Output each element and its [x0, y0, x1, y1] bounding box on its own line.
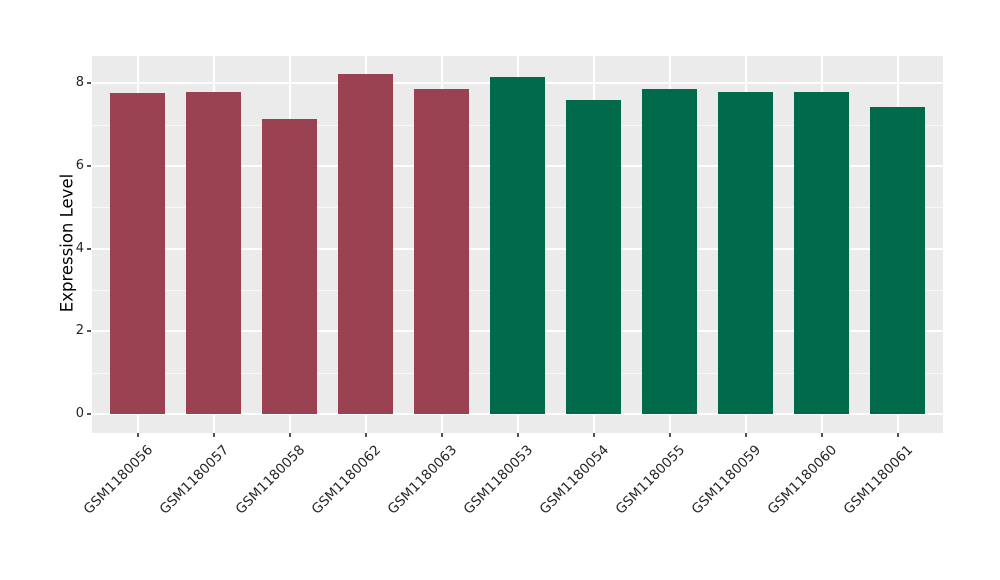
bar — [794, 92, 849, 414]
x-tick-label: GSM1180060 — [764, 442, 840, 518]
bar — [262, 119, 317, 414]
x-tick-mark — [212, 433, 215, 437]
plot-area — [92, 56, 943, 433]
x-tick-mark — [592, 433, 595, 437]
x-tick-label: GSM1180057 — [156, 442, 232, 518]
y-tick-mark — [87, 164, 91, 167]
y-tick-mark — [87, 247, 91, 250]
x-tick-mark — [820, 433, 823, 437]
x-tick-mark — [364, 433, 367, 437]
bar — [566, 100, 621, 414]
x-tick-label: GSM1180055 — [612, 442, 688, 518]
x-tick-mark — [288, 433, 291, 437]
x-tick-mark — [136, 433, 139, 437]
x-tick-label: GSM1180053 — [460, 442, 536, 518]
x-tick-label: GSM1180059 — [688, 442, 764, 518]
x-tick-label: GSM1180054 — [536, 442, 612, 518]
y-tick-label: 2 — [75, 323, 84, 339]
y-tick-label: 4 — [75, 240, 84, 256]
x-tick-mark — [896, 433, 899, 437]
y-tick-mark — [87, 413, 91, 415]
x-tick-mark — [744, 433, 747, 437]
x-tick-mark — [668, 433, 671, 437]
bar — [718, 92, 773, 414]
x-tick-mark — [516, 433, 519, 437]
y-tick-label: 8 — [75, 75, 84, 91]
x-tick-label: GSM1180056 — [80, 442, 156, 518]
bar — [110, 93, 165, 414]
x-tick-mark — [440, 433, 443, 437]
x-tick-label: GSM1180058 — [232, 442, 308, 518]
bar — [338, 74, 393, 414]
bar — [642, 88, 697, 414]
bar — [870, 107, 925, 414]
bar — [490, 76, 545, 414]
y-tick-mark — [87, 330, 91, 333]
bar — [414, 88, 469, 414]
x-tick-label: GSM1180061 — [840, 442, 916, 518]
y-tick-mark — [87, 82, 91, 85]
x-tick-label: GSM1180063 — [384, 442, 460, 518]
x-tick-label: GSM1180062 — [308, 442, 384, 518]
y-tick-label: 6 — [75, 157, 84, 173]
bar — [186, 92, 241, 414]
y-tick-label: 0 — [75, 406, 84, 421]
